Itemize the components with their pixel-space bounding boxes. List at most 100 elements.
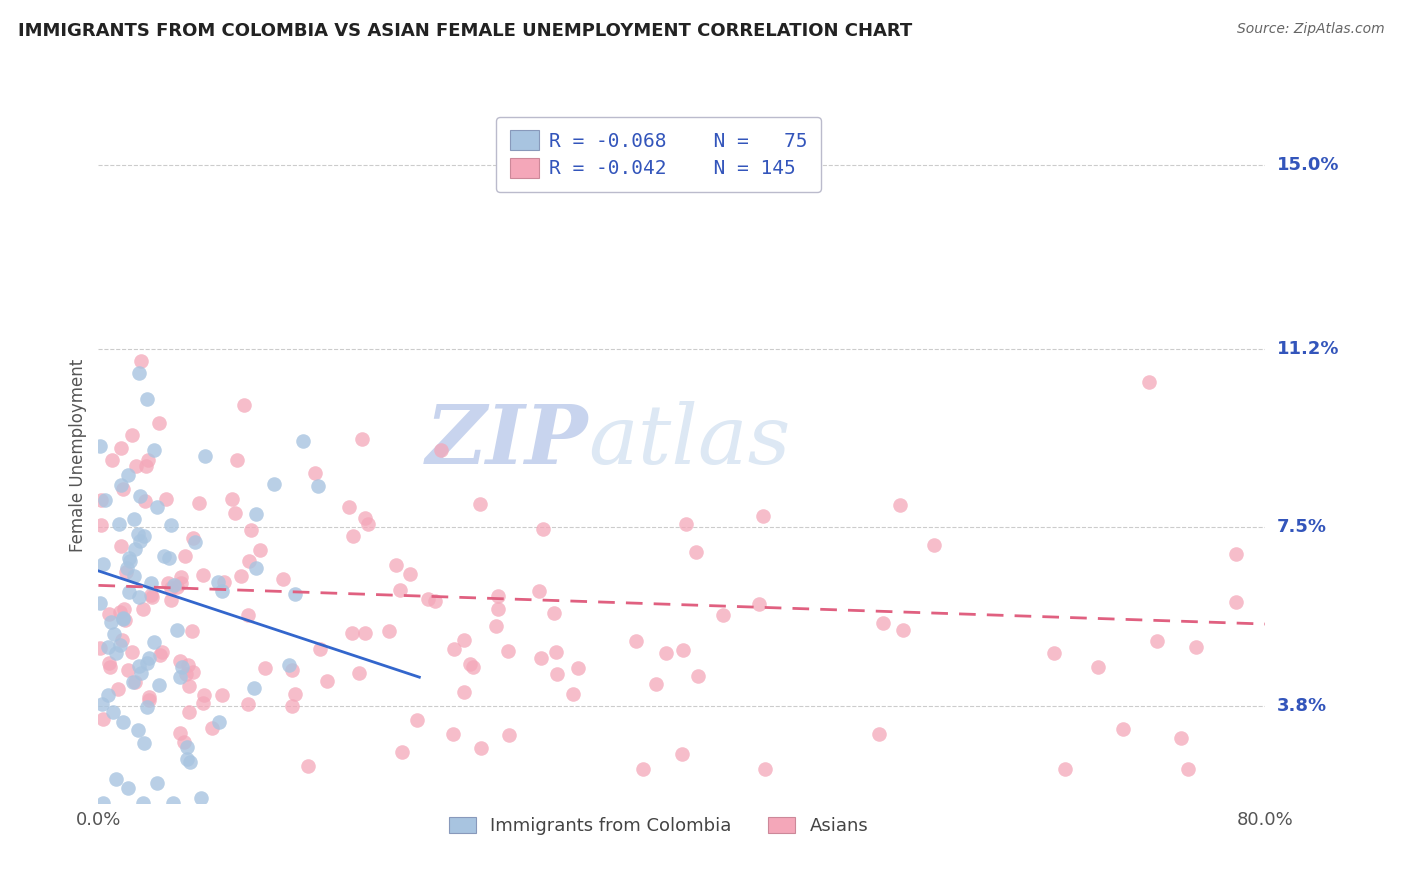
- Point: [155, 492, 177, 507]
- Point: [711, 608, 734, 623]
- Point: [121, 645, 143, 659]
- Point: [214, 574, 236, 589]
- Point: [281, 663, 304, 677]
- Point: [498, 728, 520, 742]
- Point: [104, 646, 127, 660]
- Point: [124, 459, 146, 474]
- Point: [169, 670, 191, 684]
- Point: [127, 526, 149, 541]
- Point: [97, 688, 120, 702]
- Point: [118, 554, 141, 568]
- Point: [174, 549, 197, 563]
- Point: [688, 669, 710, 683]
- Point: [181, 665, 204, 680]
- Point: [453, 685, 475, 699]
- Point: [166, 580, 188, 594]
- Point: [254, 661, 277, 675]
- Point: [146, 500, 169, 515]
- Point: [240, 523, 263, 537]
- Point: [183, 532, 205, 546]
- Point: [139, 575, 162, 590]
- Point: [91, 712, 114, 726]
- Point: [201, 721, 224, 735]
- Point: [100, 615, 122, 629]
- Point: [626, 633, 648, 648]
- Point: [160, 581, 183, 595]
- Point: [115, 566, 138, 580]
- Point: [91, 697, 114, 711]
- Point: [631, 762, 654, 776]
- Point: [546, 667, 568, 681]
- Point: [922, 538, 945, 552]
- Point: [128, 366, 150, 380]
- Point: [453, 632, 475, 647]
- Point: [166, 623, 188, 637]
- Text: 15.0%: 15.0%: [1277, 156, 1339, 174]
- Point: [238, 554, 260, 568]
- Point: [229, 568, 252, 582]
- Point: [124, 541, 146, 556]
- Point: [169, 654, 191, 668]
- Point: [132, 601, 155, 615]
- Point: [169, 576, 191, 591]
- Point: [112, 714, 135, 729]
- Point: [128, 534, 150, 549]
- Point: [146, 776, 169, 790]
- Point: [136, 700, 159, 714]
- Point: [425, 593, 447, 607]
- Point: [132, 796, 155, 810]
- Point: [157, 550, 180, 565]
- Point: [89, 596, 111, 610]
- Point: [111, 612, 134, 626]
- Point: [271, 572, 294, 586]
- Point: [872, 615, 894, 630]
- Point: [233, 398, 256, 412]
- Point: [138, 692, 160, 706]
- Point: [406, 713, 429, 727]
- Point: [399, 567, 422, 582]
- Point: [128, 590, 150, 604]
- Point: [349, 666, 371, 681]
- Point: [132, 528, 155, 542]
- Point: [224, 506, 246, 520]
- Point: [889, 498, 911, 512]
- Point: [97, 607, 120, 622]
- Point: [156, 576, 179, 591]
- Point: [128, 659, 150, 673]
- Point: [530, 651, 553, 665]
- Point: [357, 517, 380, 532]
- Point: [98, 660, 121, 674]
- Point: [655, 646, 678, 660]
- Point: [1043, 647, 1066, 661]
- Point: [193, 689, 215, 703]
- Point: [194, 449, 217, 463]
- Legend: Immigrants from Colombia, Asians: Immigrants from Colombia, Asians: [441, 810, 876, 842]
- Point: [183, 534, 205, 549]
- Point: [174, 666, 197, 681]
- Point: [562, 687, 585, 701]
- Point: [1177, 762, 1199, 776]
- Point: [177, 705, 200, 719]
- Point: [378, 624, 401, 639]
- Point: [342, 529, 364, 543]
- Point: [173, 735, 195, 749]
- Point: [315, 673, 337, 688]
- Point: [111, 633, 134, 648]
- Point: [163, 577, 186, 591]
- Point: [188, 496, 211, 510]
- Point: [90, 492, 112, 507]
- Point: [111, 611, 134, 625]
- Point: [284, 587, 307, 601]
- Point: [138, 690, 160, 704]
- Text: Source: ZipAtlas.com: Source: ZipAtlas.com: [1237, 22, 1385, 37]
- Point: [1137, 376, 1160, 390]
- Point: [671, 747, 693, 762]
- Point: [107, 681, 129, 696]
- Point: [225, 453, 247, 467]
- Point: [124, 512, 146, 526]
- Point: [754, 762, 776, 776]
- Point: [531, 522, 554, 536]
- Point: [118, 550, 141, 565]
- Point: [245, 560, 267, 574]
- Point: [1087, 659, 1109, 673]
